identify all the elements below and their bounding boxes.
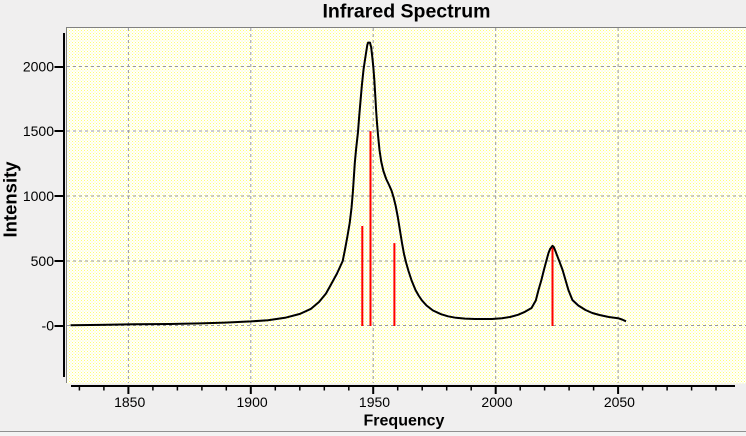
svg-text:Frequency: Frequency [364,413,445,430]
svg-text:1900: 1900 [237,394,268,410]
svg-text:1500: 1500 [23,123,54,139]
svg-text:1000: 1000 [23,188,54,204]
svg-text:Intensity: Intensity [0,161,20,238]
svg-text:2050: 2050 [604,394,635,410]
svg-text:2000: 2000 [481,394,512,410]
svg-text:1950: 1950 [359,394,390,410]
svg-text:1850: 1850 [114,394,145,410]
svg-text:2000: 2000 [23,59,54,75]
svg-text:500: 500 [31,253,55,269]
svg-text:Infrared Spectrum: Infrared Spectrum [323,0,491,22]
svg-text:-0: -0 [42,318,55,334]
